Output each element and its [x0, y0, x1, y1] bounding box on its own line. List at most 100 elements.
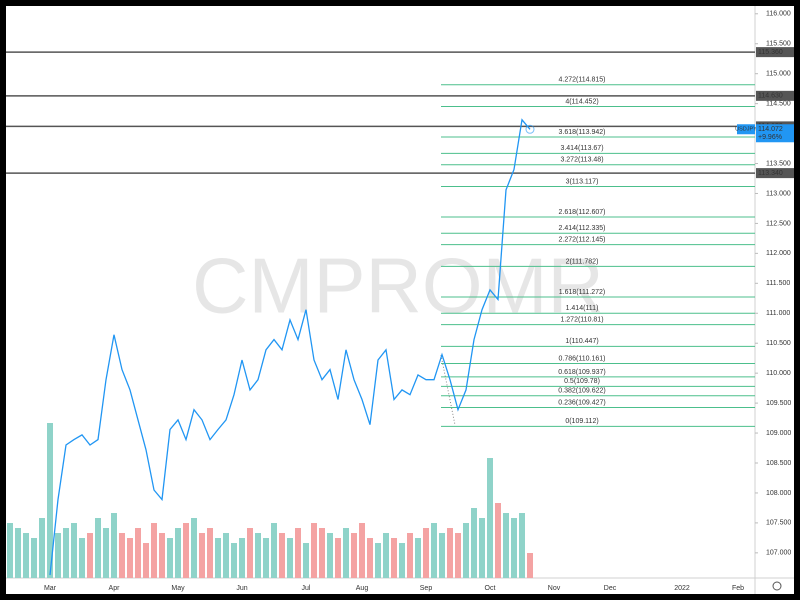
- last-price-change: +9.96%: [758, 134, 782, 141]
- volume-bar: [295, 528, 301, 578]
- y-tick-label: 112.000: [766, 250, 791, 257]
- y-tick-label: 109.000: [766, 430, 791, 437]
- fib-level-label: 2.618(112.607): [559, 209, 606, 216]
- x-tick-label: 2022: [674, 585, 690, 592]
- fib-level-label: 3.414(113.67): [560, 145, 603, 152]
- y-tick-label: 115.500: [766, 41, 791, 48]
- symbol-label: USDJPY: [735, 127, 757, 133]
- fib-level-label: 3.272(113.48): [560, 157, 603, 164]
- y-tick-label: 107.000: [766, 550, 791, 557]
- x-tick-label: May: [171, 585, 185, 592]
- fib-level-label: 2.414(112.335): [559, 225, 606, 232]
- fib-level-label: 1(110.447): [565, 338, 598, 345]
- volume-bar: [271, 523, 277, 578]
- volume-bar: [167, 538, 173, 578]
- price-line-series: [49, 118, 531, 576]
- last-price-tag: [756, 124, 794, 143]
- fib-level-label: 2(111.782): [566, 258, 599, 265]
- volume-bar: [487, 458, 493, 578]
- volume-bar: [279, 533, 285, 578]
- fib-level-label: 0.236(109.427): [558, 399, 605, 406]
- y-tick-label: 113.000: [766, 190, 791, 197]
- fib-level-label: 0.382(109.622): [558, 388, 605, 395]
- x-tick-label: Feb: [732, 585, 744, 592]
- volume-bar: [39, 518, 45, 578]
- volume-bar: [119, 533, 125, 578]
- volume-bar: [447, 528, 453, 578]
- volume-bar: [375, 543, 381, 578]
- fib-level-label: 4.272(114.815): [559, 77, 606, 84]
- volume-bar: [7, 523, 13, 578]
- last-price-label: 114.072: [758, 126, 783, 133]
- price-line-label: 113.340: [758, 170, 783, 177]
- y-tick-label: 111.000: [766, 310, 790, 317]
- volume-bar: [183, 523, 189, 578]
- x-tick-label: Mar: [44, 585, 57, 592]
- volume-bar: [511, 518, 517, 578]
- x-tick-label: Jun: [236, 585, 247, 592]
- fib-level-label: 0.5(109.78): [564, 378, 600, 385]
- y-tick-label: 114.500: [766, 100, 791, 107]
- x-tick-label: Aug: [356, 585, 369, 592]
- volume-bar: [327, 533, 333, 578]
- y-tick-label: 108.000: [766, 490, 791, 497]
- y-tick-label: 116.000: [766, 11, 791, 18]
- volume-bar: [263, 538, 269, 578]
- fib-level-label: 0.618(109.937): [558, 369, 605, 376]
- settings-icon[interactable]: [772, 581, 782, 591]
- volume-bar: [71, 523, 77, 578]
- volume-bar: [79, 538, 85, 578]
- volume-bar: [319, 528, 325, 578]
- fib-level-label: 3(113.117): [566, 178, 599, 185]
- volume-bar: [191, 518, 197, 578]
- volume-bar: [23, 533, 29, 578]
- y-tick-label: 112.500: [766, 220, 791, 227]
- volume-bar: [335, 538, 341, 578]
- volume-bar: [463, 523, 469, 578]
- fib-level-label: 4(114.452): [565, 98, 598, 105]
- price-line-tag: [756, 47, 794, 58]
- fib-level-label: 3.618(113.942): [559, 129, 606, 136]
- volume-bar: [351, 533, 357, 578]
- volume-bar: [95, 518, 101, 578]
- volume-bar: [215, 538, 221, 578]
- watermark: CMPROMR: [192, 242, 604, 330]
- volume-bar: [231, 543, 237, 578]
- volume-bar: [359, 523, 365, 578]
- plot-background: [6, 6, 794, 594]
- volume-bar: [479, 518, 485, 578]
- volume-bar: [151, 523, 157, 578]
- y-tick-label: 109.500: [766, 400, 791, 407]
- volume-bar: [495, 503, 501, 578]
- volume-bar: [239, 538, 245, 578]
- volume-bar: [303, 543, 309, 578]
- volume-bar: [311, 523, 317, 578]
- volume-bar: [519, 513, 525, 578]
- price-line-tag: [756, 90, 794, 101]
- y-tick-label: 110.500: [766, 340, 791, 347]
- volume-bar: [63, 528, 69, 578]
- symbol-tag: [737, 124, 755, 135]
- volume-bar: [223, 533, 229, 578]
- volume-bar: [87, 533, 93, 578]
- price-line-label: 115.360: [758, 49, 783, 56]
- volume-bar: [455, 533, 461, 578]
- fib-level-label: 1.618(111.272): [559, 289, 605, 296]
- volume-bar: [527, 553, 533, 578]
- volume-bar: [135, 528, 141, 578]
- price-line-tag: [756, 168, 794, 179]
- volume-bar: [423, 528, 429, 578]
- volume-bar: [343, 528, 349, 578]
- x-tick-label: Nov: [548, 585, 561, 592]
- volume-bar: [391, 538, 397, 578]
- volume-bar: [255, 533, 261, 578]
- x-tick-label: Apr: [109, 585, 121, 592]
- price-line-label: 114.630: [758, 93, 783, 100]
- volume-bar: [15, 528, 21, 578]
- fib-level-label: 1.272(110.81): [560, 316, 603, 323]
- volume-bar: [55, 533, 61, 578]
- y-tick-label: 107.500: [766, 520, 791, 527]
- last-point: [525, 124, 535, 134]
- y-tick-label: 113.500: [766, 160, 791, 167]
- volume-bar: [287, 538, 293, 578]
